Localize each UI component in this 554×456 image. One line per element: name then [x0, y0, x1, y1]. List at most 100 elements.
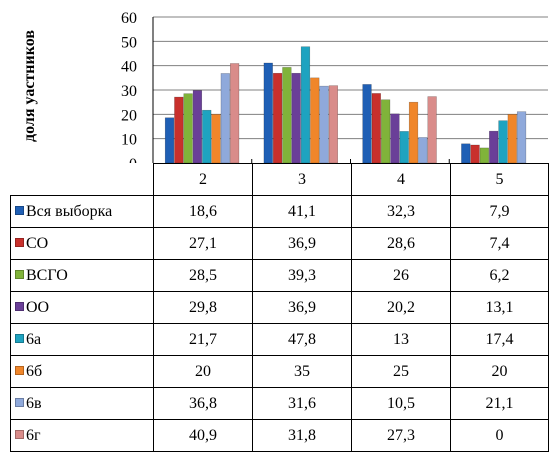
- y-tick-label: 40: [121, 59, 137, 76]
- series-name: СО: [26, 234, 49, 252]
- data-label: 36,8: [153, 387, 253, 420]
- legend-entry: СО: [10, 227, 154, 260]
- legend-swatch: [15, 365, 24, 375]
- bar: [300, 46, 311, 163]
- data-label: 32,3: [351, 195, 451, 228]
- bar: [507, 114, 517, 163]
- bar: [202, 109, 212, 163]
- x-tick-label: 4: [351, 163, 451, 196]
- series-name: 6а: [26, 330, 42, 348]
- data-label: 29,8: [153, 291, 253, 324]
- data-label: 40,9: [153, 419, 253, 452]
- y-axis-label: доля уастников: [21, 30, 38, 142]
- bar: [174, 96, 184, 163]
- data-label: 36,9: [252, 227, 352, 260]
- series-name: 6в: [26, 394, 42, 412]
- data-label: 35: [252, 355, 352, 388]
- data-label: 39,3: [252, 259, 352, 292]
- bar: [461, 143, 471, 163]
- series-name: Вся выборка: [26, 202, 113, 220]
- data-table: 2 3 4 5 Вся выборка 18,6 41,1 32,3 7,9 СО 27,1 36,9…: [10, 163, 549, 452]
- table-row: 6а 21,7 47,8 13 17,4: [10, 323, 549, 356]
- bar: [310, 77, 320, 163]
- bar: [362, 84, 372, 163]
- y-tick-label: 60: [121, 10, 137, 27]
- legend-swatch: [15, 237, 24, 247]
- bar: [272, 72, 283, 163]
- bar: [291, 72, 301, 163]
- data-label: 27,1: [153, 227, 253, 260]
- bar: [427, 96, 437, 163]
- bar-chart: 0 10 20 30 40 50 60: [121, 10, 548, 163]
- bar: [263, 62, 273, 163]
- bar: [220, 73, 230, 163]
- y-tick-label: 50: [121, 34, 137, 51]
- data-label: 17,4: [450, 323, 549, 356]
- data-label: 47,8: [252, 323, 352, 356]
- bar: [282, 67, 292, 163]
- data-label: 27,3: [351, 419, 451, 452]
- data-label: 21,7: [153, 323, 253, 356]
- table-row: СО 27,1 36,9 28,6 7,4: [10, 227, 549, 260]
- legend-entry: 6б: [10, 355, 154, 388]
- legend-entry: 6г: [10, 419, 154, 452]
- series-name: 6г: [26, 426, 41, 444]
- legend-swatch: [15, 301, 24, 311]
- data-label: 20: [153, 355, 253, 388]
- table-row: Вся выборка 18,6 41,1 32,3 7,9: [10, 195, 549, 228]
- bar: [183, 93, 193, 163]
- data-label: 31,8: [252, 419, 352, 452]
- legend-entry: Вся выборка: [10, 195, 154, 228]
- bar: [390, 113, 400, 163]
- bar: [418, 137, 428, 163]
- table-corner: [10, 163, 154, 196]
- legend-swatch: [15, 269, 24, 279]
- legend-entry: 6в: [10, 387, 154, 420]
- table-row: 6б 20 35 25 20: [10, 355, 549, 388]
- bar: [399, 131, 409, 163]
- data-label: 28,6: [351, 227, 451, 260]
- bar: [211, 114, 221, 163]
- legend-swatch: [15, 397, 24, 407]
- data-label: 13,1: [450, 291, 549, 324]
- data-label: 28,5: [153, 259, 253, 292]
- legend-swatch: [15, 429, 24, 439]
- legend-entry: 6а: [10, 323, 154, 356]
- bar: [319, 85, 329, 163]
- x-tick-label: 5: [450, 163, 549, 196]
- data-label: 0: [450, 419, 549, 452]
- y-tick-label: 0: [129, 156, 137, 163]
- table-row: ОО 29,8 36,9 20,2 13,1: [10, 291, 549, 324]
- data-label: 7,4: [450, 227, 549, 260]
- data-label: 26: [351, 259, 451, 292]
- data-label: 7,9: [450, 195, 549, 228]
- data-label: 31,6: [252, 387, 352, 420]
- legend-swatch: [15, 333, 24, 343]
- bar: [192, 90, 203, 163]
- table-row: ВСГО 28,5 39,3 26 6,2: [10, 259, 549, 292]
- bar: [516, 111, 527, 163]
- table-row: 6в 36,8 31,6 10,5 21,1: [10, 387, 549, 420]
- bar: [498, 120, 508, 163]
- x-tick-label: 2: [153, 163, 253, 196]
- data-label: 18,6: [153, 195, 253, 228]
- data-label: 13: [351, 323, 451, 356]
- bar: [479, 147, 489, 163]
- series-name: ВСГО: [26, 266, 68, 284]
- y-tick-label: 20: [121, 107, 137, 124]
- y-tick-label: 10: [121, 132, 137, 149]
- bar: [408, 101, 419, 163]
- data-label: 10,5: [351, 387, 451, 420]
- data-label: 25: [351, 355, 451, 388]
- bar: [470, 144, 480, 163]
- legend-entry: ВСГО: [10, 259, 154, 292]
- bar: [371, 93, 381, 163]
- data-label: 41,1: [252, 195, 352, 228]
- legend-swatch: [15, 205, 24, 215]
- legend-entry: ОО: [10, 291, 154, 324]
- bar: [489, 130, 499, 163]
- y-tick-label: 30: [121, 83, 137, 100]
- data-label: 20,2: [351, 291, 451, 324]
- data-label: 20: [450, 355, 549, 388]
